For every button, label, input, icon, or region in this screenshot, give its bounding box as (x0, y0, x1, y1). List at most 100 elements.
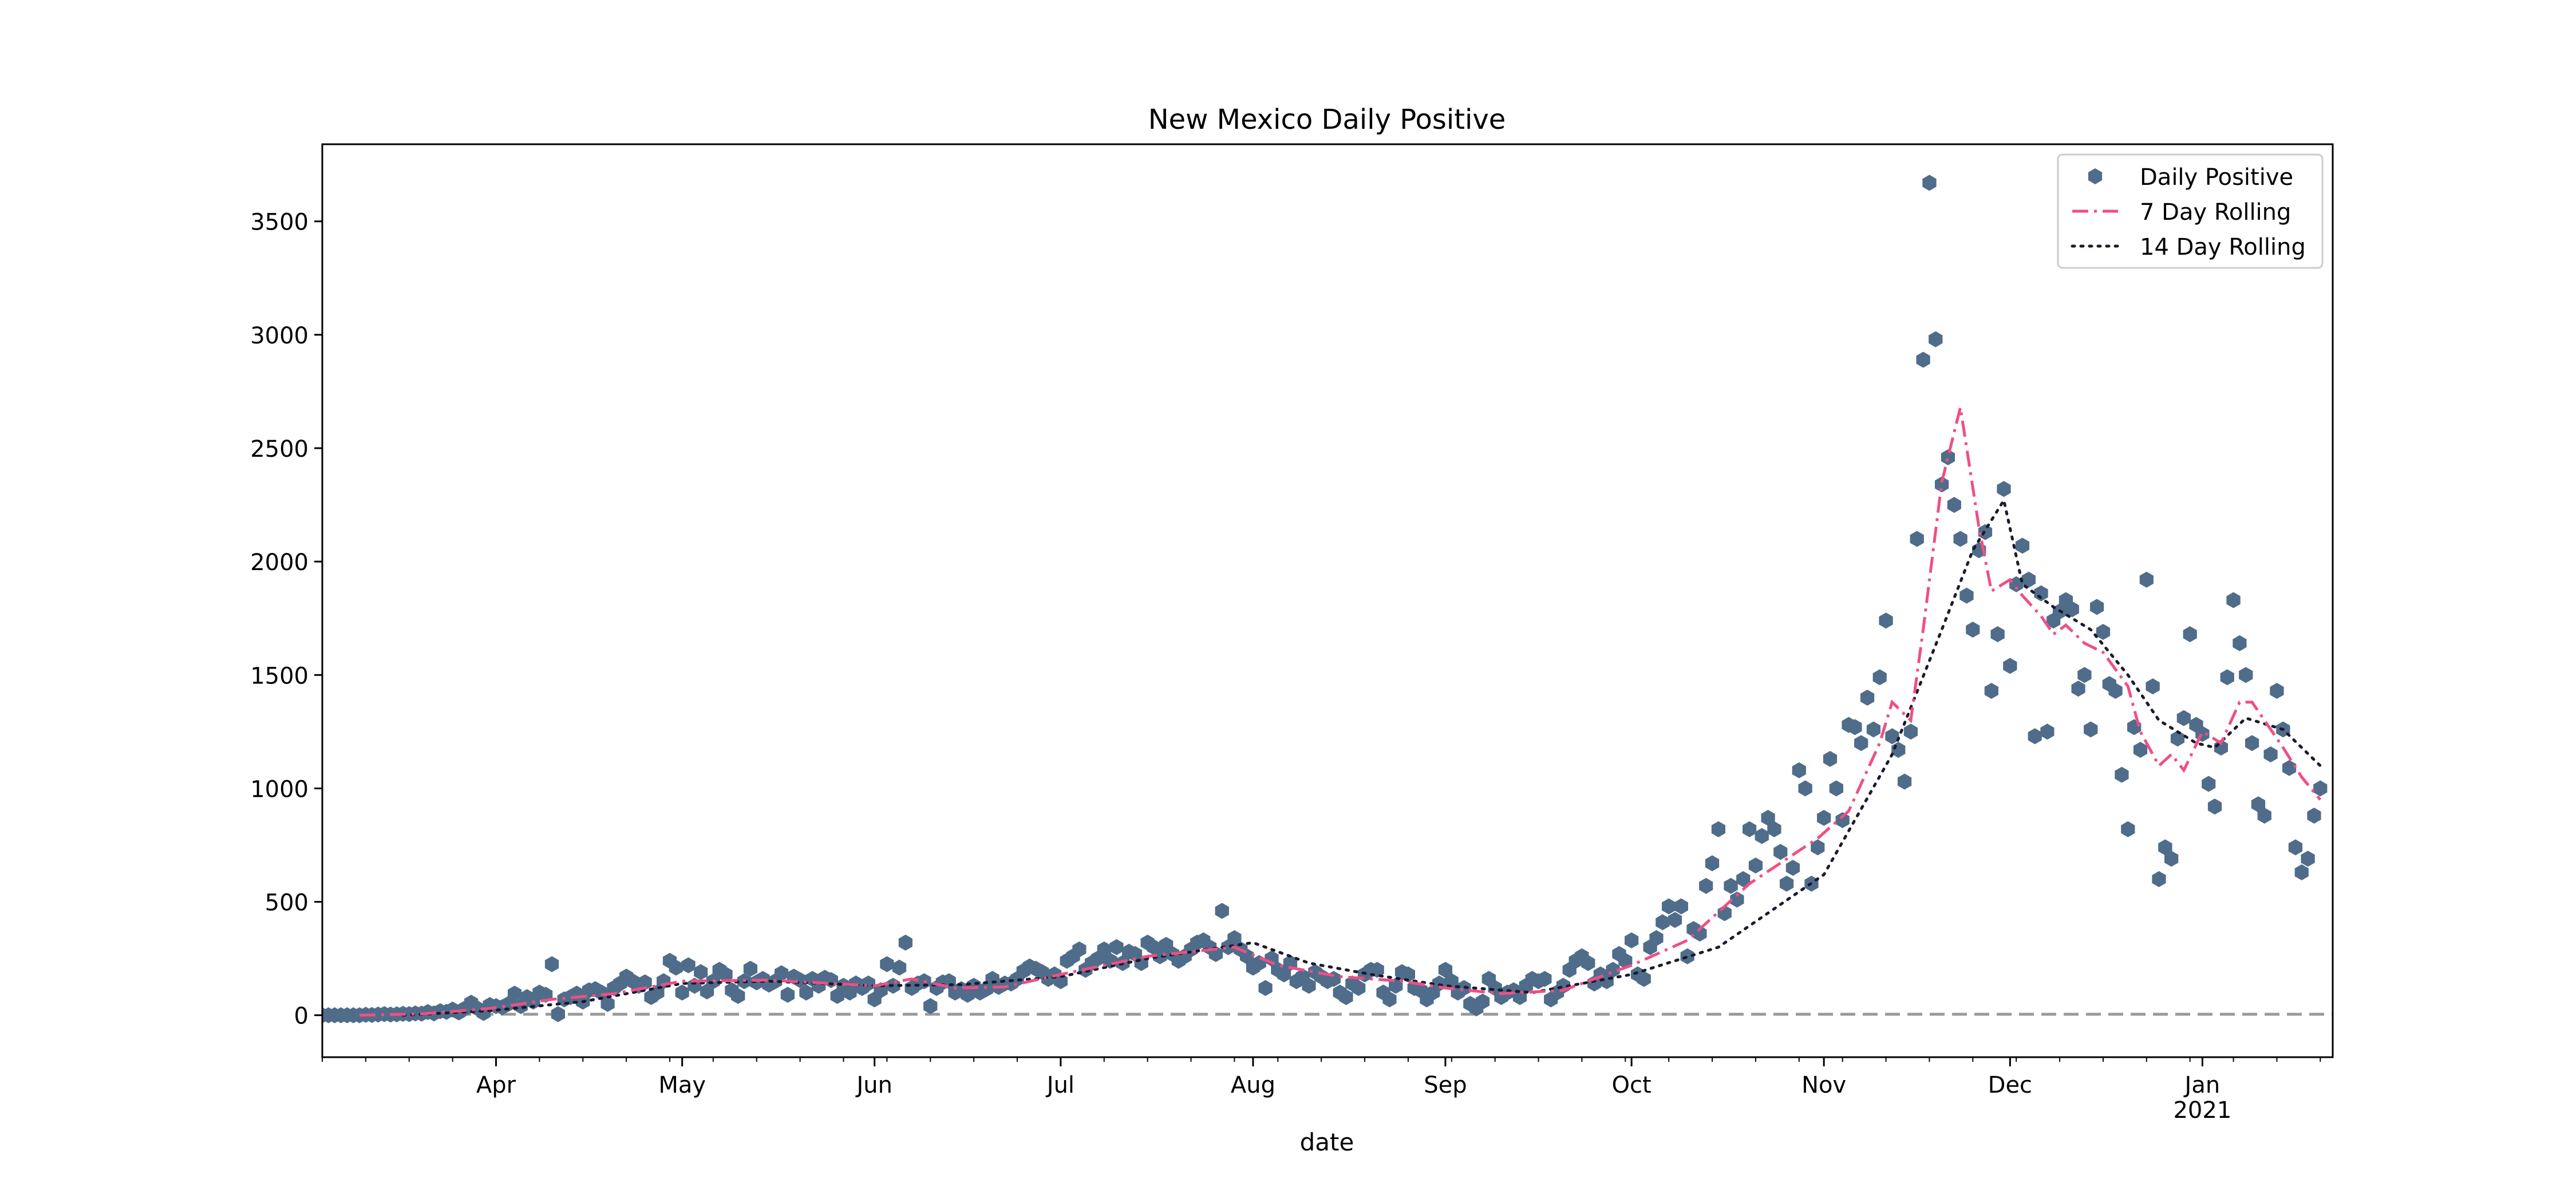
x-tick-label: Dec (1988, 1072, 2032, 1098)
daily-positive-point (1755, 828, 1769, 844)
daily-positive-point (1625, 932, 1639, 948)
daily-positive-point (1785, 860, 1800, 876)
legend-marker-daily-positive (2088, 168, 2103, 184)
daily-positive-point (1674, 898, 1688, 915)
daily-positive-point (2183, 626, 2197, 642)
daily-positive-point (2207, 798, 2222, 815)
daily-positive-point (551, 1006, 565, 1022)
daily-positive-point (1922, 175, 1937, 191)
daily-positive-point (1699, 877, 1713, 894)
daily-positive-point (2158, 839, 2172, 856)
daily-positive-point (1848, 719, 1862, 736)
daily-positive-point (1990, 626, 2005, 642)
daily-positive-point (2146, 678, 2160, 695)
rolling-lines (359, 407, 2322, 1017)
daily-positive-point (2288, 839, 2303, 856)
daily-positive-point (775, 965, 789, 982)
daily-positive-point (1339, 989, 1353, 1005)
daily-positive-point (1581, 955, 1595, 971)
daily-positive-point (2015, 537, 2030, 554)
x-tick-label: May (658, 1072, 706, 1098)
daily-positive-point (1885, 728, 1899, 745)
daily-positive-point (1916, 351, 1930, 368)
legend-label: 7 Day Rolling (2140, 199, 2291, 226)
daily-positive-point (793, 972, 807, 989)
daily-positive-point (1835, 812, 1850, 828)
daily-positive-point (681, 957, 696, 974)
daily-positive-point (1854, 735, 1868, 752)
daily-positive-point (1953, 531, 1967, 547)
x-tick-label: Jul (1045, 1072, 1074, 1098)
daily-positive-point (2270, 683, 2284, 699)
daily-positive-point (544, 956, 559, 972)
daily-positive-point (669, 959, 683, 976)
legend-box (2057, 153, 2324, 269)
y-tick-label: 0 (294, 1003, 309, 1030)
daily-positive-point (2313, 780, 2328, 797)
daily-positive-point (2065, 601, 2079, 618)
daily-positive-point (1072, 941, 1086, 958)
plot-frame (321, 143, 2334, 1058)
daily-positive-point (600, 995, 615, 1012)
daily-positive-point (799, 984, 813, 1001)
daily-positive-point (2034, 585, 2048, 602)
x-tick-label: Apr (476, 1072, 516, 1098)
x-tick-label: Aug (1231, 1072, 1275, 1098)
y-tick-label: 3000 (250, 323, 309, 349)
daily-positive-point (1649, 930, 1664, 946)
daily-positive-point (780, 987, 795, 1003)
daily-positive-point (594, 984, 609, 1001)
daily-positive-point (1109, 939, 1124, 955)
daily-positive-point (675, 984, 689, 1001)
daily-positive-point (1711, 821, 1725, 837)
daily-positive-point (1438, 962, 1453, 978)
daily-positive-point (2245, 735, 2259, 752)
daily-positive-point (923, 998, 938, 1014)
x-tick-label: Nov (1801, 1072, 1846, 1098)
daily-positive-point (2176, 710, 2191, 726)
daily-positive-point (1997, 481, 2011, 497)
daily-positive-point (2028, 728, 2042, 745)
daily-positive-point (2294, 864, 2309, 880)
legend-label: Daily Positive (2140, 164, 2293, 191)
daily-positive-point (1662, 898, 1676, 915)
daily-positive-point (2139, 571, 2154, 588)
daily-positive-point (1352, 980, 1366, 997)
daily-positive-point (1302, 978, 1316, 994)
daily-positive-point (1382, 991, 1397, 1007)
daily-positive-point (1680, 948, 1694, 964)
y-tick-label: 1000 (250, 776, 309, 802)
daily-positive-point (1860, 689, 1875, 706)
daily-positive-point (731, 988, 745, 1004)
daily-positive-point (2301, 851, 2315, 867)
daily-positive-point (1475, 993, 1490, 1010)
daily-positive-point (2282, 760, 2297, 776)
daily-positive-point (2164, 851, 2179, 867)
daily-positive-point (1897, 773, 1912, 790)
daily-positive-point (2239, 667, 2253, 683)
daily-positive-point (2251, 796, 2266, 813)
chart-legend: Daily Positive 7 Day Rolling 14 Day Rollin… (2057, 153, 2324, 269)
daily-positive-point (1798, 780, 1812, 797)
daily-positive-point (2084, 721, 2098, 738)
daily-positive-point (2233, 635, 2247, 651)
daily-positive-point (1984, 683, 1998, 699)
daily-positive-point (1215, 903, 1229, 919)
y-tick-label: 500 (265, 890, 309, 916)
daily-positive-point (1935, 476, 1949, 493)
x-tick-label: Jan (2183, 1072, 2221, 1098)
daily-positive-point (1258, 980, 1273, 997)
daily-positive-point (1823, 750, 1838, 767)
daily-positive-point (1277, 966, 1291, 983)
y-axis-ticks: 0 500 1000 1500 2000 2500 3000 3500 (250, 209, 322, 1030)
daily-positive-point (2220, 669, 2234, 686)
daily-positive-point (2071, 681, 2085, 697)
x-tick-label: Oct (1612, 1072, 1652, 1098)
y-tick-label: 3500 (250, 209, 309, 236)
daily-positive-point (1872, 669, 1887, 686)
daily-positive-point (1748, 857, 1763, 874)
daily-positive-point (2226, 592, 2241, 608)
daily-positive-point (2121, 821, 2135, 837)
daily-positive-point (1656, 914, 1670, 931)
